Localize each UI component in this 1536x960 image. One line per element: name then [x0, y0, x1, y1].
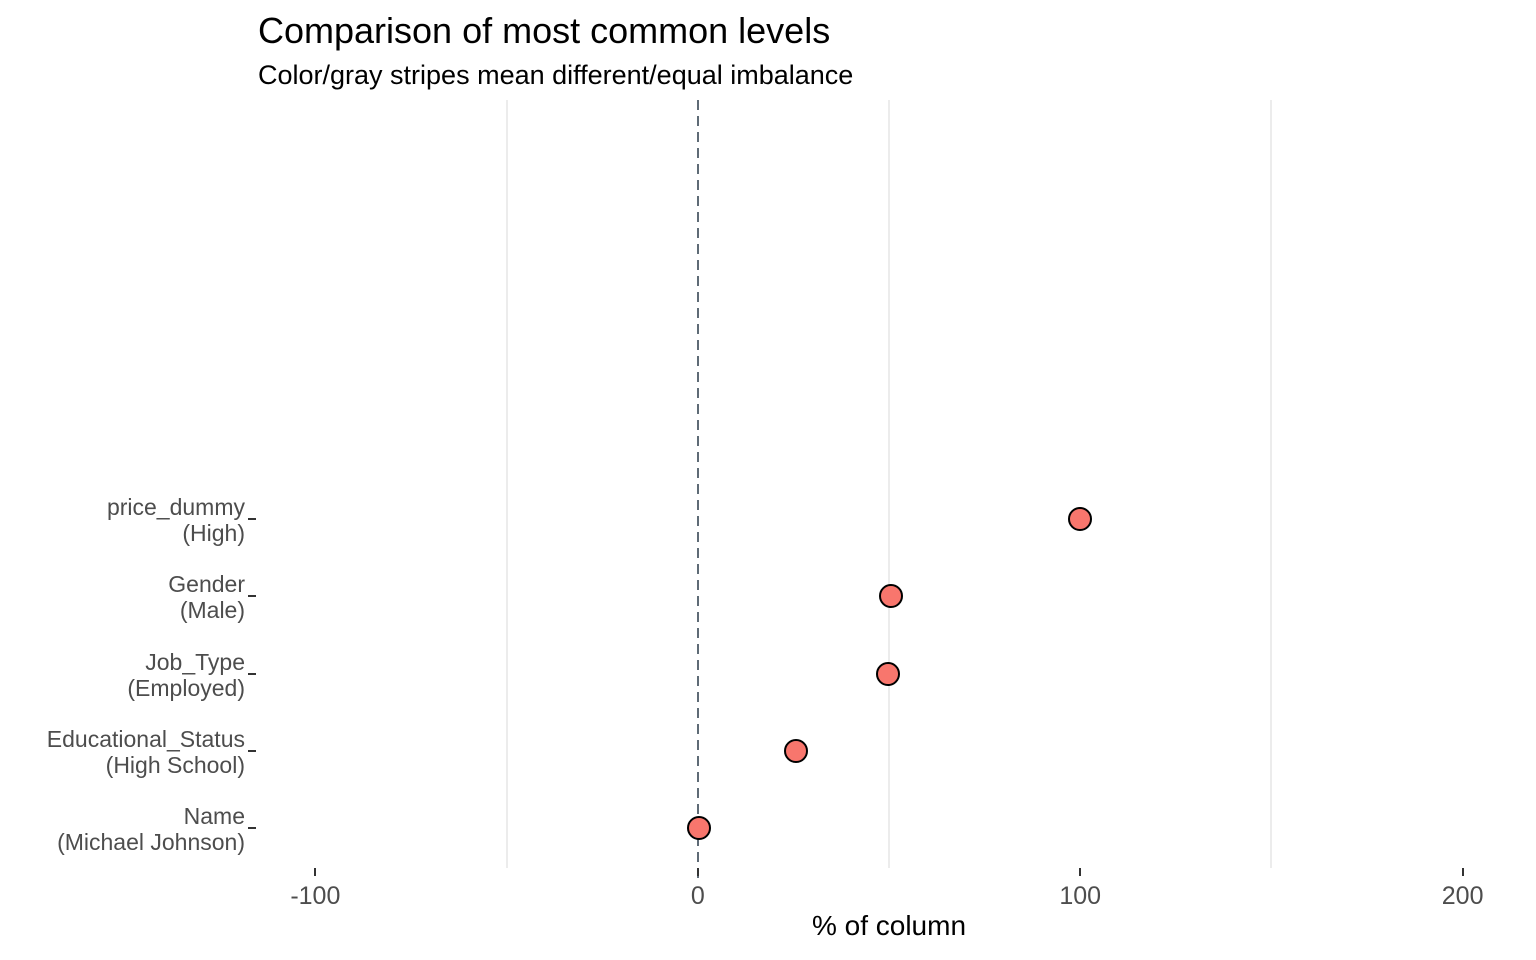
x-axis-title: % of column [811, 910, 967, 941]
data-point-price_dummy [1068, 507, 1093, 531]
zero-reference-line [696, 100, 699, 880]
y-axis-label: Gender (Male) [0, 571, 245, 623]
chart-subtitle: Color/gray stripes mean different/equal … [258, 60, 854, 90]
y-axis-label: Educational_Status (High School) [0, 726, 245, 778]
x-tick-label: 200 [1441, 882, 1484, 910]
y-tick [248, 749, 256, 752]
y-axis-label-level: (Michael Johnson) [57, 829, 245, 855]
data-point-Name [686, 816, 711, 840]
y-axis-label-variable: price_dummy [106, 494, 245, 520]
y-tick [248, 827, 256, 829]
y-axis-label-level: (High School) [105, 751, 245, 778]
y-axis-label: price_dummy (High) [0, 494, 245, 546]
data-point-Educational_Status [783, 738, 808, 763]
y-axis-label-level: (High) [182, 520, 245, 546]
y-axis-label-variable: Educational_Status [46, 725, 245, 752]
data-point-Gender [878, 584, 903, 609]
y-axis-label: Job_Type (Employed) [0, 649, 245, 701]
x-tick [1079, 868, 1082, 876]
minor-gridline [888, 100, 890, 868]
x-tick [314, 868, 317, 876]
x-tick-label: 100 [1059, 882, 1102, 910]
y-axis-label: Name (Michael Johnson) [0, 803, 245, 855]
y-axis-label-variable: Job_Type [145, 648, 245, 675]
x-tick-label: 0 [690, 882, 705, 910]
x-tick-label: -100 [290, 882, 341, 910]
y-tick [248, 518, 256, 520]
y-axis-label-level: (Employed) [127, 674, 245, 701]
minor-gridline [505, 100, 508, 868]
y-tick [248, 672, 256, 675]
x-tick [1461, 868, 1464, 876]
chart-title: Comparison of most common levels [258, 10, 831, 51]
y-axis-label-variable: Gender [168, 571, 245, 598]
x-tick [696, 868, 699, 876]
y-tick [248, 595, 256, 598]
y-axis-label-variable: Name [183, 803, 245, 829]
y-axis-label-level: (Male) [179, 597, 245, 624]
data-point-Job_Type [876, 661, 901, 686]
minor-gridline [1270, 100, 1273, 868]
